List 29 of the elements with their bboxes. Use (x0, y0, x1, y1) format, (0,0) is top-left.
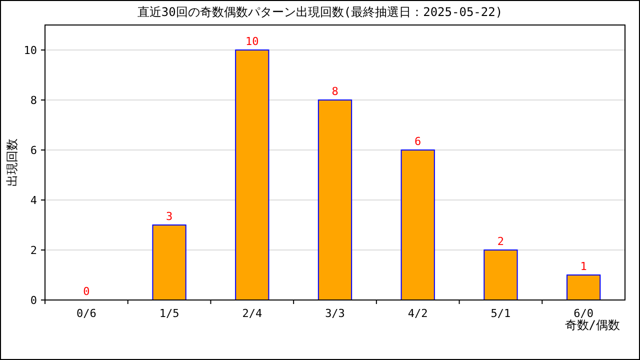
data-label: 10 (246, 35, 259, 48)
data-label: 3 (166, 210, 173, 223)
bar (318, 100, 352, 300)
x-tick-label: 0/6 (76, 307, 96, 320)
y-axis-title: 出現回数 (5, 138, 19, 186)
x-tick-label: 4/2 (408, 307, 428, 320)
data-label: 6 (414, 135, 422, 148)
bar (566, 274, 601, 300)
bar (235, 50, 270, 300)
data-label: 1 (580, 260, 587, 273)
y-tick-label: 6 (30, 144, 37, 157)
x-tick-label: 5/1 (490, 307, 511, 320)
y-tick-label: 4 (30, 194, 38, 207)
x-tick-label: 1/5 (159, 307, 180, 320)
bar (152, 224, 186, 300)
chart-title: 直近30回の奇数偶数パターン出現回数(最終抽選日：2025-05-22) (137, 5, 503, 19)
data-label: 0 (83, 285, 90, 298)
bar (484, 250, 518, 300)
x-axis-title: 奇数/偶数 (564, 318, 620, 332)
x-tick-label: 3/3 (325, 307, 345, 320)
x-tick-label: 2/4 (242, 307, 262, 320)
data-label: 2 (497, 235, 504, 248)
y-tick-label: 10 (24, 44, 37, 57)
y-tick-label: 0 (30, 294, 37, 307)
y-tick-label: 8 (30, 94, 37, 107)
data-label: 8 (332, 85, 338, 98)
x-tick-label: 6/0 (574, 307, 594, 320)
y-tick-label: 2 (30, 244, 37, 257)
bar (400, 150, 435, 300)
